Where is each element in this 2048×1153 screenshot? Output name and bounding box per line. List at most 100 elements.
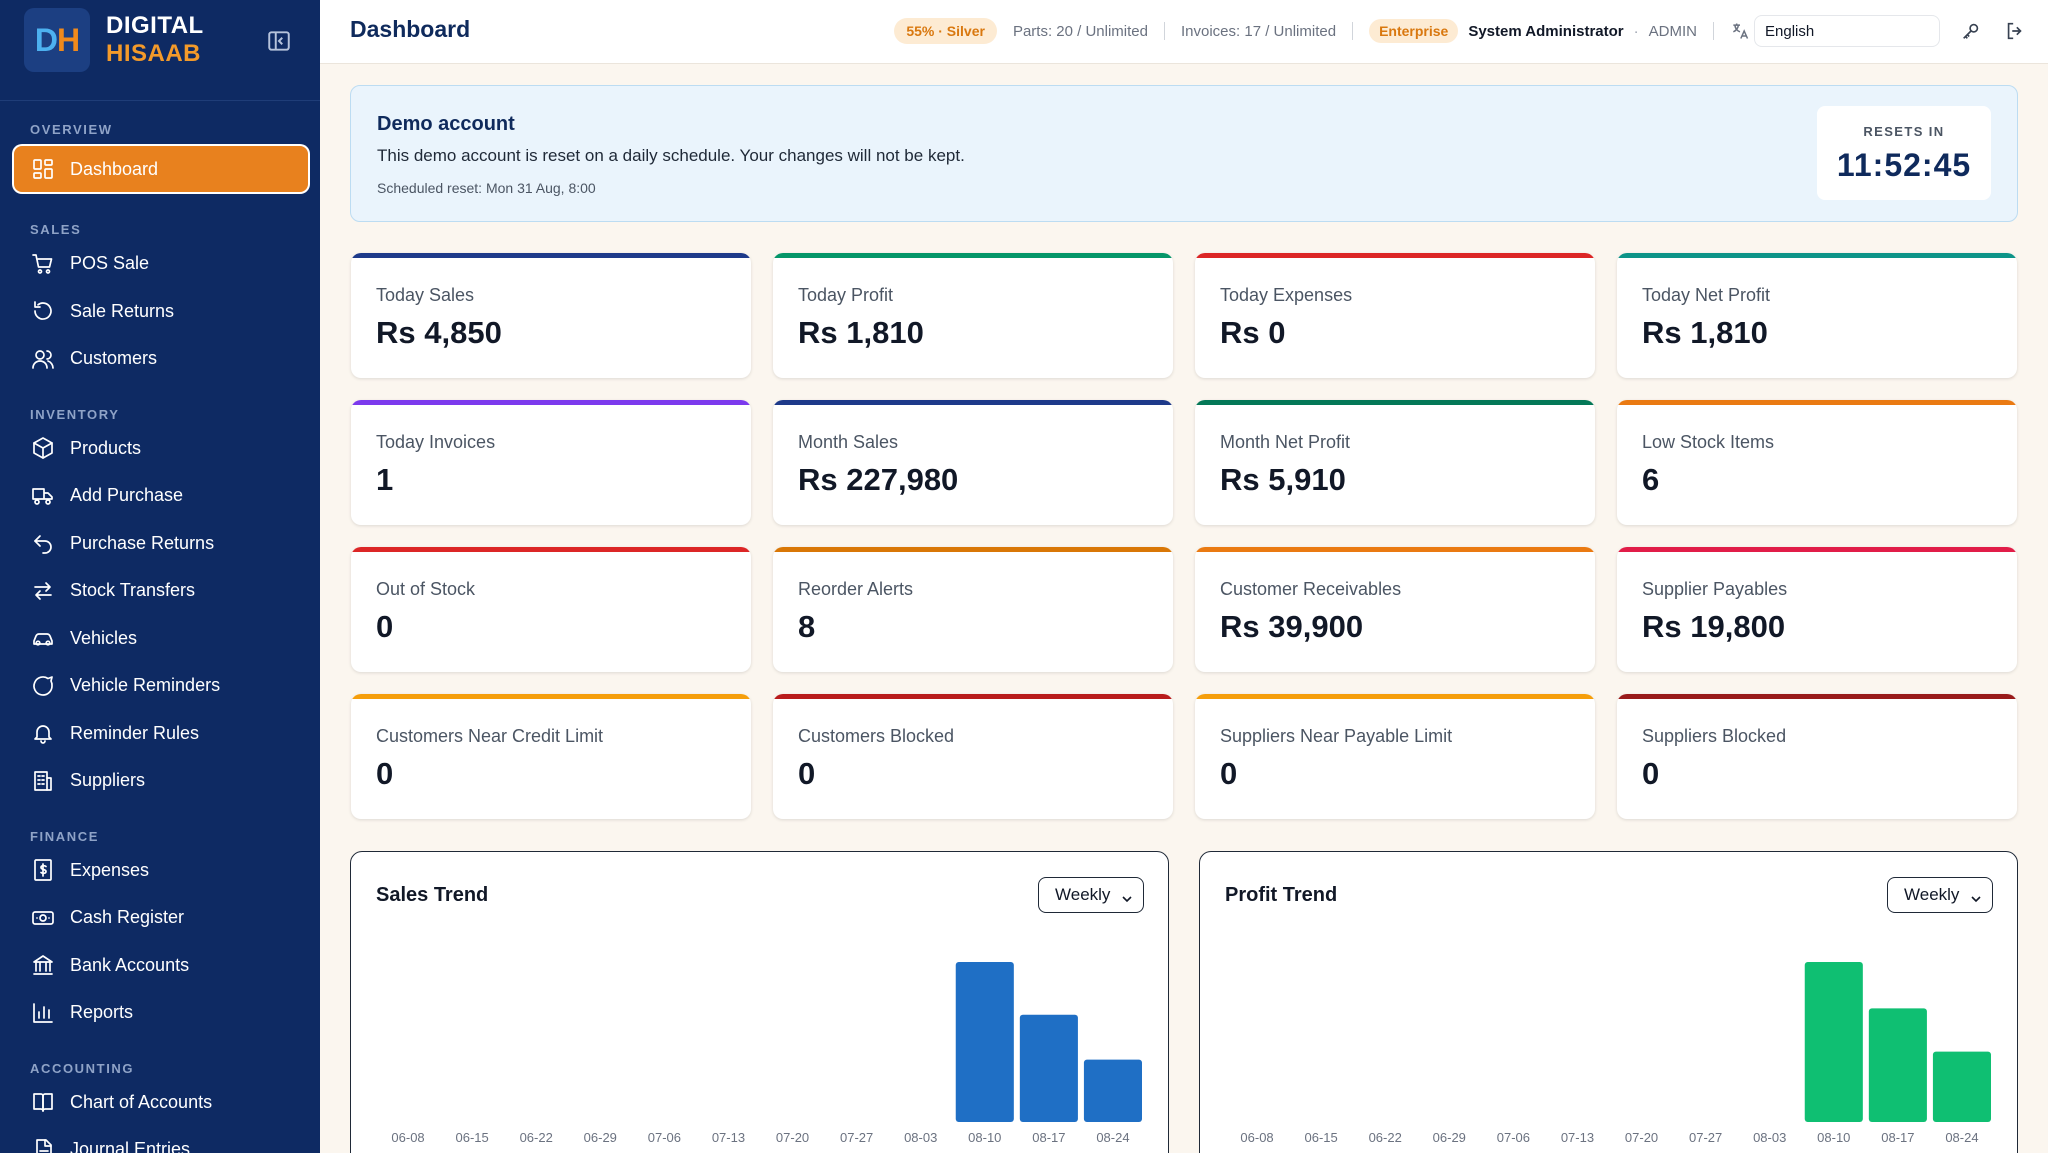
- chart-bar[interactable]: [1019, 1014, 1078, 1122]
- chart-bar[interactable]: [1804, 962, 1863, 1122]
- sidebar-item-add-purchase[interactable]: Add Purchase: [0, 472, 320, 520]
- stat-card-supplier-payables[interactable]: Supplier Payables Rs 19,800: [1617, 547, 2017, 672]
- stat-card-accent: [1195, 694, 1595, 699]
- stat-card-accent: [1617, 694, 2017, 699]
- chart-bar[interactable]: [1868, 1008, 1927, 1122]
- sidebar-item-products[interactable]: Products: [0, 425, 320, 473]
- stat-card-accent: [351, 694, 751, 699]
- x-tick-label: 08-17: [1032, 1130, 1065, 1145]
- chart-bar[interactable]: [1932, 1051, 1991, 1122]
- stat-label: Today Profit: [798, 285, 894, 305]
- chart-bar[interactable]: [955, 962, 1014, 1122]
- sidebar-item-dashboard[interactable]: Dashboard: [14, 146, 308, 192]
- stat-value: Rs 19,800: [1642, 609, 1786, 644]
- chevron-down-icon: [1970, 890, 1982, 910]
- stat-card-customer-receivables[interactable]: Customer Receivables Rs 39,900: [1195, 547, 1595, 672]
- building-icon: [30, 768, 56, 794]
- x-tick-label: 08-03: [904, 1130, 937, 1145]
- stat-card-customers-near-credit-limit[interactable]: Customers Near Credit Limit 0: [351, 694, 751, 819]
- stat-value: Rs 0: [1220, 315, 1286, 350]
- sidebar-item-purchase-returns[interactable]: Purchase Returns: [0, 520, 320, 568]
- x-tick-label: 08-17: [1881, 1130, 1914, 1145]
- header-separator: [1713, 22, 1714, 40]
- chevron-down-icon: [1121, 890, 1133, 910]
- sidebar-item-label: Chart of Accounts: [70, 1091, 213, 1112]
- sidebar-item-reports[interactable]: Reports: [0, 989, 320, 1037]
- sidebar-item-label: POS Sale: [70, 253, 150, 274]
- x-tick-label: 07-06: [1497, 1130, 1530, 1145]
- sidebar-item-chart-of-accounts[interactable]: Chart of Accounts: [0, 1079, 320, 1127]
- stat-value: Rs 227,980: [798, 462, 959, 497]
- stat-label: Suppliers Near Payable Limit: [1220, 726, 1453, 746]
- stat-card-suppliers-near-payable-limit[interactable]: Suppliers Near Payable Limit 0: [1195, 694, 1595, 819]
- stat-card-today-invoices[interactable]: Today Invoices 1: [351, 400, 751, 525]
- stat-card-customers-blocked[interactable]: Customers Blocked 0: [773, 694, 1173, 819]
- language-select[interactable]: English: [1754, 15, 1940, 47]
- sidebar-item-vehicles[interactable]: Vehicles: [0, 615, 320, 663]
- key-icon[interactable]: [1958, 18, 1984, 44]
- period-select[interactable]: Weekly: [1887, 877, 1993, 913]
- sidebar-item-sale-returns[interactable]: Sale Returns: [0, 288, 320, 336]
- x-tick-label: 06-15: [456, 1130, 489, 1145]
- period-value: Weekly: [1904, 885, 1960, 904]
- stat-card-accent: [773, 547, 1173, 552]
- stat-card-accent: [1195, 400, 1595, 405]
- sidebar-item-vehicle-reminders[interactable]: Vehicle Reminders: [0, 662, 320, 710]
- demo-banner: Demo account This demo account is reset …: [350, 85, 2018, 222]
- sidebar-item-label: Dashboard: [70, 158, 159, 179]
- header-separator: [1164, 22, 1165, 40]
- stat-card-today-sales[interactable]: Today Sales Rs 4,850: [351, 253, 751, 378]
- sidebar-item-pos-sale[interactable]: POS Sale: [0, 240, 320, 288]
- sidebar-item-stock-transfers[interactable]: Stock Transfers: [0, 567, 320, 615]
- x-tick-label: 08-24: [1096, 1130, 1129, 1145]
- sidebar-item-label: Vehicles: [70, 627, 138, 648]
- stat-card-month-sales[interactable]: Month Sales Rs 227,980: [773, 400, 1173, 525]
- stat-card-today-net-profit[interactable]: Today Net Profit Rs 1,810: [1617, 253, 2017, 378]
- users-icon: [30, 346, 56, 372]
- chart-bar[interactable]: [1083, 1059, 1142, 1122]
- stat-card-reorder-alerts[interactable]: Reorder Alerts 8: [773, 547, 1173, 672]
- sidebar-item-journal-entries[interactable]: Journal Entries: [0, 1126, 320, 1153]
- period-select[interactable]: Weekly: [1038, 877, 1144, 913]
- stat-label: Supplier Payables: [1642, 579, 1788, 599]
- bar-chart: 06-08 06-15 06-22 06-29 07-06 07-13 07-20 07-27…: [1240, 962, 1991, 1145]
- sidebar-item-label: Purchase Returns: [70, 532, 215, 553]
- sidebar-item-reminder-rules[interactable]: Reminder Rules: [0, 710, 320, 758]
- sidebar-item-bank-accounts[interactable]: Bank Accounts: [0, 942, 320, 990]
- stat-card-suppliers-blocked[interactable]: Suppliers Blocked 0: [1617, 694, 2017, 819]
- stat-card-low-stock-items[interactable]: Low Stock Items 6: [1617, 400, 2017, 525]
- logout-icon[interactable]: [2002, 18, 2028, 44]
- plan-usage-badge[interactable]: 55% · Silver: [894, 18, 997, 44]
- stat-label: Today Expenses: [1220, 285, 1353, 305]
- stat-card-month-net-profit[interactable]: Month Net Profit Rs 5,910: [1195, 400, 1595, 525]
- chart-title: Sales Trend: [376, 884, 489, 906]
- user-separator-dot: ·: [1633, 22, 1639, 40]
- x-tick-label: 08-03: [1753, 1130, 1786, 1145]
- sidebar-nav: OVERVIEW Dashboard SALES POS Sale Sale Retur…: [0, 112, 320, 1153]
- stat-label: Customers Blocked: [798, 726, 955, 746]
- section-label-accounting: ACCOUNTING: [30, 1060, 135, 1076]
- sidebar-collapse-icon[interactable]: [266, 28, 292, 54]
- x-tick-label: 07-27: [840, 1130, 873, 1145]
- truck-icon: [30, 483, 56, 509]
- sidebar-item-customers[interactable]: Customers: [0, 335, 320, 383]
- sidebar-item-expenses[interactable]: Expenses: [0, 847, 320, 895]
- x-tick-label: 08-10: [968, 1130, 1001, 1145]
- stat-label: Customer Receivables: [1220, 579, 1402, 599]
- stat-value: Rs 4,850: [376, 315, 502, 350]
- x-tick-label: 07-06: [648, 1130, 681, 1145]
- stat-value: 0: [376, 609, 394, 644]
- sidebar-item-label: Customers: [70, 348, 158, 369]
- stat-value: Rs 1,810: [1642, 315, 1768, 350]
- x-tick-label: 06-15: [1305, 1130, 1338, 1145]
- stat-card-out-of-stock[interactable]: Out of Stock 0: [351, 547, 751, 672]
- box-icon: [30, 435, 56, 461]
- sidebar-item-cash-register[interactable]: Cash Register: [0, 894, 320, 942]
- sidebar-item-suppliers[interactable]: Suppliers: [0, 757, 320, 805]
- section-gap: [0, 1037, 320, 1051]
- x-tick-label: 06-29: [1433, 1130, 1466, 1145]
- stat-label: Customers Near Credit Limit: [376, 726, 604, 746]
- stat-card-today-profit[interactable]: Today Profit Rs 1,810: [773, 253, 1173, 378]
- stat-card-today-expenses[interactable]: Today Expenses Rs 0: [1195, 253, 1595, 378]
